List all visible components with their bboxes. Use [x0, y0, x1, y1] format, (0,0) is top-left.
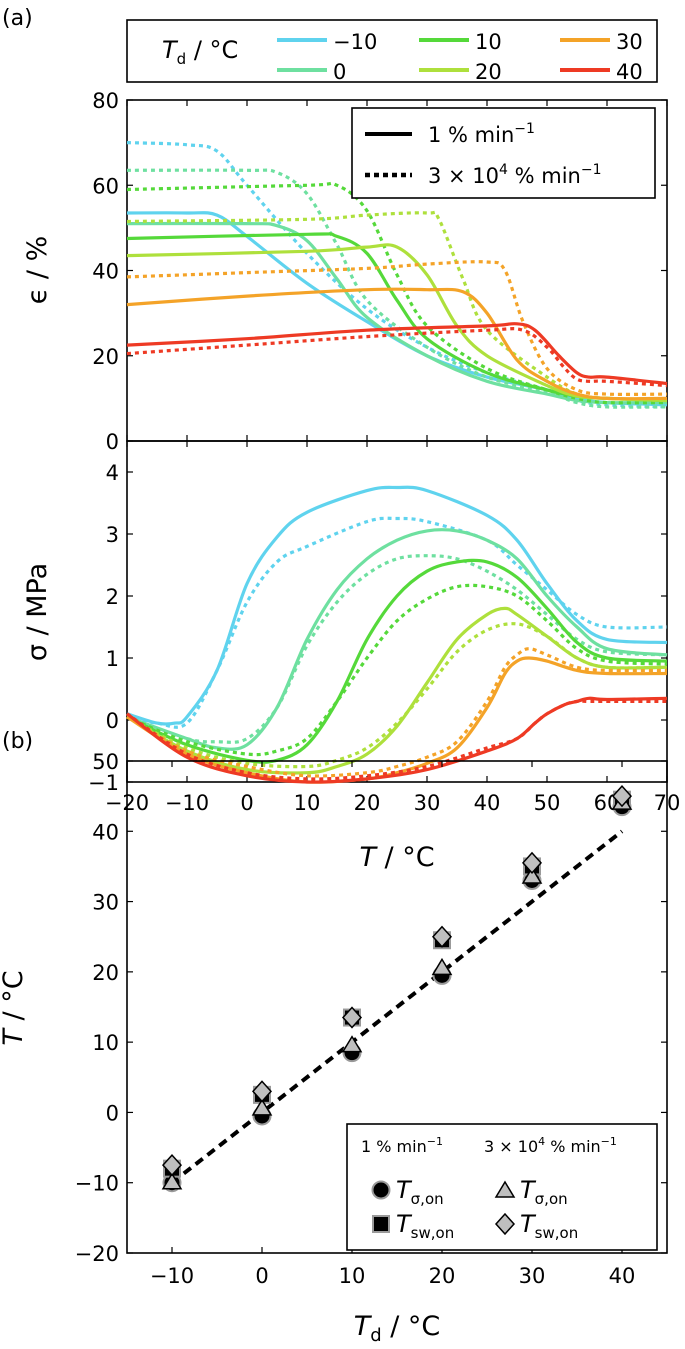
onset-point-diamond-1	[251, 1080, 273, 1103]
td-legend-label-5: 40	[616, 60, 643, 84]
onset-legend-diamond-marker	[494, 1212, 516, 1236]
td-legend-label-2: 10	[475, 30, 502, 54]
onset-legend-triangle-marker	[494, 1180, 516, 1198]
panel-b-label: (b)	[2, 729, 33, 754]
strain-ytick-label-4: 80	[92, 89, 119, 113]
onset-ytick-label-7: 50	[92, 750, 119, 774]
stress-series-0-solid	[126, 528, 668, 751]
onset-point-diamond-4	[521, 851, 543, 875]
onset-legend-square-marker	[372, 1215, 390, 1233]
stress-ytick-label-3: 2	[106, 585, 119, 609]
stress-series-40-solid	[126, 696, 668, 784]
stress-series-30-dotted	[126, 647, 668, 778]
stress-xtick-label-7: 50	[534, 791, 561, 815]
stress-series-40-dotted	[126, 699, 667, 781]
onset-legend-circle-marker	[371, 1180, 391, 1200]
onset-ytick-label-3: 10	[92, 1031, 119, 1055]
onset-ytick-label-4: 20	[92, 961, 119, 985]
stress-series-10-dotted	[126, 583, 668, 757]
stress-xtick-label-6: 40	[474, 791, 501, 815]
stress-xtick-label-4: 20	[354, 791, 381, 815]
td-legend: Td / °C −10 0 10 20 30 40	[126, 19, 658, 84]
onset-ylabel: T / °C	[0, 970, 29, 1045]
onset-point-diamond-2	[341, 1006, 363, 1029]
stress-ytick-label-0: −1	[88, 771, 119, 795]
onset-point-triangle-1	[251, 1098, 273, 1116]
stress-xlabel: T / °C	[359, 842, 434, 873]
strain-plot: 0 20 40 60 80 ϵ / % 1 % min−1 3 × 104 % min−…	[22, 89, 668, 454]
rate-legend: 1 % min−1 3 × 104 % min−1	[351, 107, 656, 199]
onset-legend: 1 % min−1 3 × 104 % min−1 Tσ,on Tσ,on Ts…	[346, 1123, 658, 1251]
onset-xtick-label-3: 20	[429, 1264, 456, 1288]
strain-series-0-dotted	[126, 168, 668, 409]
onset-point-triangle-0	[161, 1172, 183, 1190]
strain-ytick-label-3: 60	[92, 174, 119, 198]
onset-point-diamond-0	[161, 1154, 183, 1177]
strain-series--10-dotted	[126, 141, 668, 409]
stress-plot-frame	[126, 440, 668, 783]
onset-xtick-label-0: −10	[150, 1264, 194, 1288]
strain-series-30-dotted	[126, 260, 668, 397]
onset-frame	[126, 760, 668, 1254]
strain-series-20-dotted	[126, 210, 668, 403]
stress-xtick-label-2: 0	[240, 791, 253, 815]
strain-ytick-label-0: 0	[106, 430, 119, 454]
rate-legend-box	[351, 107, 656, 199]
stress-ylabel: σ / MPa	[22, 563, 53, 661]
stress-xtick-label-1: −10	[165, 791, 209, 815]
td-legend-label-3: 20	[475, 60, 502, 84]
strain-series-30-solid	[126, 287, 668, 401]
stress-series-30-solid	[126, 656, 668, 784]
onset-point-triangle-2	[341, 1035, 363, 1053]
stress-xtick-label-3: 10	[294, 791, 321, 815]
onset-ytick-label-5: 30	[92, 891, 119, 915]
strain-series-0-solid	[126, 221, 668, 405]
stress-series--10-dotted	[126, 516, 668, 729]
onset-point-triangle-3	[431, 957, 453, 976]
onset-xtick-label-2: 10	[339, 1264, 366, 1288]
onset-xlabel: Td / °C	[354, 1311, 441, 1346]
stress-series-20-dotted	[126, 622, 668, 769]
stress-ytick-label-2: 1	[106, 647, 119, 671]
stress-ytick-label-4: 3	[106, 523, 119, 547]
onset-point-triangle-4	[521, 866, 543, 884]
onset-legend-header-2: 3 × 104 % min−1	[484, 1135, 617, 1156]
onset-xtick-label-5: 40	[609, 1264, 636, 1288]
strain-ytick-label-1: 20	[92, 345, 119, 369]
onset-xtick-label-4: 30	[519, 1264, 546, 1288]
strain-ylabel: ϵ / %	[22, 236, 53, 305]
td-legend-title: Td / °C	[162, 36, 238, 68]
stress-series-20-solid	[126, 606, 668, 775]
onset-legend-header-1: 1 % min−1	[361, 1135, 443, 1156]
onset-point-diamond-5	[611, 785, 633, 808]
onset-ytick-label-2: 0	[106, 1101, 119, 1125]
td-legend-label-0: −10	[333, 30, 377, 54]
onset-ytick-label-6: 40	[92, 820, 119, 844]
onset-reference-line	[170, 829, 624, 1185]
stress-series--10-solid	[126, 485, 668, 726]
rate-legend-dotted-label: 3 × 104 % min−1	[428, 162, 602, 188]
td-legend-label-1: 0	[333, 60, 346, 84]
onset-ytick-label-0: −20	[75, 1242, 119, 1266]
td-legend-label-4: 30	[616, 30, 643, 54]
onset-point-diamond-3	[431, 925, 453, 948]
stress-ytick-label-5: 4	[106, 461, 119, 485]
stress-xtick-label-5: 30	[414, 791, 441, 815]
stress-ytick-label-1: 0	[106, 709, 119, 733]
onset-xtick-label-1: 0	[255, 1264, 268, 1288]
strain-series-10-dotted	[126, 181, 668, 405]
strain-series-40-solid	[126, 322, 668, 386]
panel-a-label: (a)	[2, 6, 33, 31]
strain-ytick-label-2: 40	[92, 260, 119, 284]
onset-ytick-label-1: −10	[75, 1172, 119, 1196]
